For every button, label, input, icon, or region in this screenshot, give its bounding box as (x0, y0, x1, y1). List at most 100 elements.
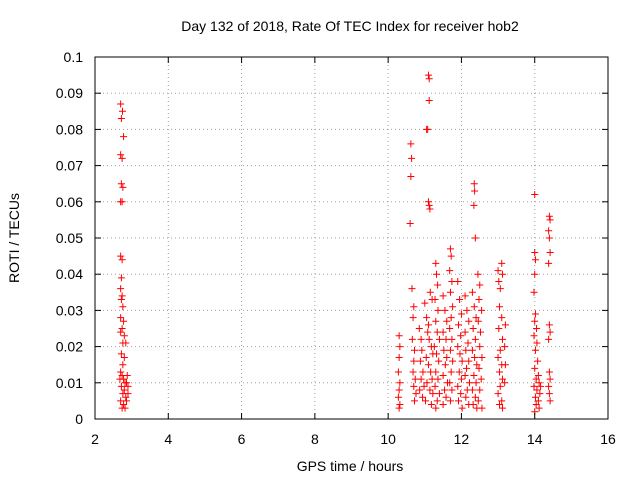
data-point (428, 375, 436, 383)
data-point (440, 346, 448, 354)
x-tick-label: 8 (311, 431, 319, 447)
data-point (421, 299, 429, 307)
data-point (406, 220, 414, 228)
x-tick-label: 12 (454, 431, 470, 447)
data-point (124, 382, 132, 390)
data-point (434, 375, 442, 383)
data-point (496, 368, 504, 376)
y-tick-label: 0 (75, 411, 83, 427)
data-point (416, 386, 424, 394)
data-point (465, 379, 473, 387)
data-point (535, 379, 543, 387)
data-point (425, 201, 433, 209)
data-point (501, 379, 509, 387)
data-point (441, 386, 449, 394)
data-point (472, 379, 480, 387)
data-point (545, 259, 553, 267)
data-point (454, 321, 462, 329)
data-point (432, 317, 440, 325)
data-point (536, 390, 544, 398)
data-point (545, 390, 553, 398)
y-tick-label: 0.09 (56, 85, 83, 101)
data-point (124, 390, 132, 398)
data-point (474, 397, 482, 405)
data-point (455, 368, 463, 376)
data-point (424, 361, 432, 369)
data-point (470, 372, 478, 380)
data-point (433, 397, 441, 405)
data-point (432, 259, 440, 267)
data-point (118, 256, 126, 264)
data-point (418, 346, 426, 354)
data-point (424, 198, 432, 206)
data-point (117, 252, 125, 260)
data-point (426, 288, 434, 296)
data-point (118, 154, 126, 162)
data-point (117, 368, 125, 376)
data-point (501, 321, 509, 329)
data-point (434, 306, 442, 314)
data-point (531, 317, 539, 325)
data-point (422, 353, 430, 361)
data-point (457, 375, 465, 383)
data-point (118, 325, 126, 332)
data-point (443, 353, 451, 361)
data-point (117, 151, 125, 159)
data-point (476, 281, 484, 289)
data-point (461, 292, 469, 300)
data-point (449, 357, 457, 365)
data-point (117, 115, 125, 123)
grid (95, 57, 608, 419)
data-point (433, 350, 441, 358)
data-point (121, 404, 129, 412)
data-point (117, 296, 125, 304)
data-point (448, 386, 456, 394)
data-point (534, 357, 542, 365)
data-point (394, 368, 402, 376)
data-point (530, 382, 538, 390)
data-point (426, 386, 434, 394)
data-point (475, 364, 483, 372)
data-point (462, 393, 470, 401)
y-tick-label: 0.05 (56, 230, 83, 246)
data-point (443, 317, 451, 325)
data-point (533, 386, 541, 394)
data-point (495, 325, 503, 332)
data-point (395, 332, 403, 340)
data-point (531, 270, 539, 278)
y-tick-label: 0.01 (56, 375, 83, 391)
x-tick-label: 4 (164, 431, 172, 447)
data-point (120, 353, 128, 361)
data-point (411, 375, 419, 383)
data-point (395, 404, 403, 412)
data-point (419, 393, 427, 401)
data-point (531, 364, 539, 372)
data-point (461, 328, 469, 336)
data-point (441, 306, 449, 314)
data-point (118, 107, 126, 115)
data-point (408, 335, 416, 343)
data-point (407, 172, 415, 180)
y-tick-label: 0.06 (56, 194, 83, 210)
data-point (534, 397, 542, 405)
data-point (416, 357, 424, 365)
data-point (498, 270, 506, 278)
data-point (456, 350, 464, 358)
data-point (546, 397, 554, 405)
data-point (429, 390, 437, 398)
data-point (471, 234, 479, 242)
data-point (410, 382, 418, 390)
data-point (435, 357, 443, 365)
data-point (117, 180, 125, 188)
data-point (119, 183, 127, 191)
data-point (396, 343, 404, 351)
data-point (546, 216, 554, 224)
data-point (446, 379, 454, 387)
x-tick-label: 2 (91, 431, 99, 447)
data-point (496, 401, 504, 409)
data-point (439, 372, 447, 380)
data-point (435, 390, 443, 398)
data-point (433, 328, 441, 336)
data-point (423, 379, 431, 387)
